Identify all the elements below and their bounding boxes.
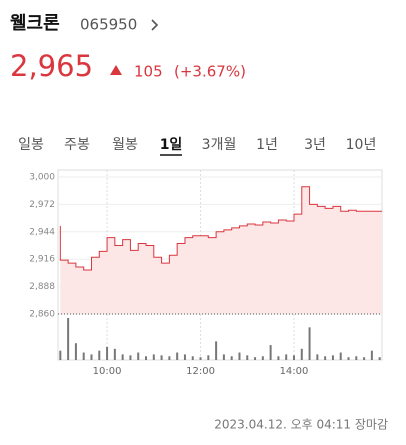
volume-bar bbox=[129, 355, 132, 360]
volume-bar bbox=[67, 318, 70, 360]
volume-bar bbox=[347, 357, 350, 360]
change-pct: (+3.67%) bbox=[174, 63, 246, 81]
volume-bar bbox=[215, 341, 218, 360]
volume-bar bbox=[355, 356, 358, 360]
volume-bar bbox=[152, 354, 155, 360]
period-tab[interactable]: 1일 bbox=[160, 137, 183, 153]
volume-bar bbox=[207, 355, 210, 360]
volume-bar bbox=[90, 354, 93, 360]
up-arrow bbox=[110, 65, 122, 75]
volume-bar bbox=[363, 357, 366, 360]
y-tick-label: 2,916 bbox=[29, 255, 55, 265]
period-tab[interactable]: 월봉 bbox=[112, 137, 138, 153]
volume-bar bbox=[339, 352, 342, 360]
period-tab[interactable]: 일봉 bbox=[18, 137, 44, 153]
volume-bar bbox=[183, 354, 186, 360]
volume-bar bbox=[261, 356, 264, 360]
y-tick-label: 2,944 bbox=[29, 227, 55, 237]
volume-bar bbox=[370, 350, 373, 360]
y-tick-label: 2,972 bbox=[29, 200, 55, 210]
volume-bar bbox=[316, 354, 319, 360]
stock-name: 웰크론 bbox=[10, 13, 60, 34]
volume-bar bbox=[277, 356, 280, 360]
period-tab[interactable]: 10년 bbox=[346, 137, 377, 153]
volume-bar bbox=[137, 352, 140, 360]
period-tab[interactable]: 주봉 bbox=[64, 137, 90, 153]
y-tick-label: 2,888 bbox=[29, 282, 55, 292]
period-tab[interactable]: 1년 bbox=[256, 137, 278, 153]
volume-bar bbox=[98, 350, 101, 360]
volume-bar bbox=[246, 355, 249, 360]
volume-bar bbox=[191, 356, 194, 360]
period-tab[interactable]: 3개월 bbox=[202, 137, 237, 153]
x-tick-label: 10:00 bbox=[93, 366, 122, 377]
price-line bbox=[59, 186, 382, 271]
volume-bar bbox=[160, 355, 163, 360]
volume-bar bbox=[292, 355, 295, 360]
stock-code[interactable]: 065950 bbox=[80, 16, 137, 34]
volume-bar bbox=[74, 343, 77, 360]
volume-bar bbox=[378, 357, 381, 360]
volume-bar bbox=[176, 352, 179, 360]
volume-bar bbox=[308, 327, 311, 360]
volume-bar bbox=[145, 356, 148, 360]
y-tick-label: 3,000 bbox=[29, 173, 55, 183]
x-tick-label: 12:00 bbox=[186, 366, 215, 377]
x-tick-label: 14:00 bbox=[280, 366, 309, 377]
change: 105 bbox=[134, 63, 163, 81]
chevron[interactable] bbox=[151, 19, 159, 31]
volume-bar bbox=[254, 357, 257, 360]
volume-bar bbox=[222, 354, 225, 360]
volume-bar bbox=[199, 357, 202, 360]
volume-bar bbox=[106, 346, 109, 360]
volume-bar bbox=[113, 348, 116, 360]
volume-bar bbox=[230, 356, 233, 360]
volume-bar bbox=[331, 355, 334, 360]
volume-bar bbox=[168, 356, 171, 360]
timestamp: 2023.04.12. 오후 04:11 장마감 bbox=[214, 418, 388, 432]
volume-bar bbox=[59, 350, 62, 360]
volume-bar bbox=[238, 352, 241, 360]
volume-bar bbox=[324, 356, 327, 360]
volume-bar bbox=[269, 345, 272, 360]
price-area bbox=[60, 186, 382, 314]
volume-bar bbox=[121, 354, 124, 360]
volume-bar bbox=[82, 352, 85, 360]
y-tick-label: 2,860 bbox=[29, 310, 55, 320]
volume-bar bbox=[300, 348, 303, 360]
price: 2,965 bbox=[10, 49, 93, 83]
volume-bar bbox=[285, 354, 288, 360]
period-tab[interactable]: 3년 bbox=[304, 137, 326, 153]
